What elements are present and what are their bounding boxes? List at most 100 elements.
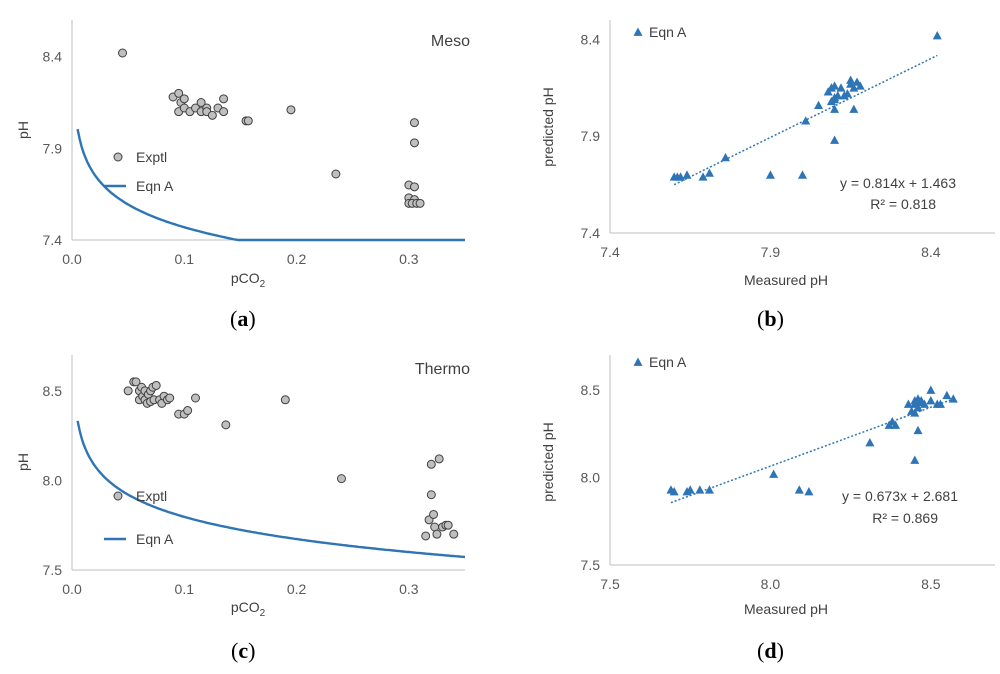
- panel-title: Thermo: [415, 361, 470, 378]
- y-axis-label: predicted pH: [540, 422, 556, 501]
- data-point: [830, 104, 840, 113]
- plot-a: 0.0 0.1 0.2 0.3 7.4 7.9 8.4 pCO2 pH Meso Exptl Eqn …: [15, 20, 470, 290]
- x-tick-label: 0.1: [175, 251, 195, 267]
- trend-equation: y = 0.673x + 2.681: [842, 488, 958, 504]
- data-point: [884, 420, 894, 429]
- data-point: [404, 198, 414, 208]
- data-point: [830, 94, 840, 104]
- data-point: [846, 75, 856, 84]
- data-point: [919, 399, 929, 408]
- data-point: [179, 94, 189, 104]
- data-point: [865, 438, 875, 447]
- data-point: [221, 420, 231, 430]
- data-point: [695, 485, 705, 494]
- x-tick-label: 0.2: [287, 581, 307, 597]
- data-point: [148, 382, 158, 392]
- data-point: [682, 487, 692, 496]
- data-point: [910, 455, 920, 464]
- data-point: [155, 395, 165, 405]
- data-point: [430, 522, 440, 532]
- data-point: [134, 386, 144, 396]
- data-point: [932, 399, 942, 408]
- data-point: [704, 168, 714, 177]
- caption-b: (b): [757, 306, 784, 331]
- x-tick-label: 0.3: [399, 251, 419, 267]
- data-point: [118, 48, 128, 58]
- data-point: [910, 399, 920, 408]
- data-point: [202, 103, 212, 113]
- x-tick-label: 7.4: [600, 244, 620, 260]
- data-point: [672, 172, 682, 181]
- data-point: [438, 522, 448, 532]
- data-point: [191, 393, 201, 403]
- data-point: [143, 389, 153, 399]
- data-point: [826, 96, 836, 106]
- data-point: [852, 77, 862, 86]
- data-point: [243, 116, 253, 126]
- x-tick-label: 8.5: [921, 576, 941, 592]
- data-point: [826, 83, 836, 92]
- data-point: [123, 386, 133, 396]
- data-point: [910, 408, 920, 417]
- data-point: [948, 394, 958, 403]
- data-point: [331, 169, 341, 179]
- data-point: [676, 172, 686, 181]
- y-tick-label: 8.4: [581, 31, 601, 47]
- data-point: [336, 474, 346, 484]
- y-tick-label: 7.9: [581, 128, 601, 144]
- data-point: [415, 198, 425, 208]
- data-point: [157, 398, 167, 408]
- x-tick-label: 7.9: [761, 244, 781, 260]
- legend-eqn-label: Eqn A: [649, 354, 687, 370]
- data-point: [443, 520, 453, 530]
- data-point: [903, 399, 913, 408]
- caption-b-letter: b: [764, 306, 777, 331]
- data-point: [286, 105, 296, 115]
- data-point: [891, 420, 901, 429]
- legend-exptl-label: Exptl: [136, 488, 167, 504]
- x-tick-label: 8.4: [921, 244, 941, 260]
- data-point: [794, 485, 804, 494]
- data-point: [134, 395, 144, 405]
- data-point: [849, 104, 859, 113]
- data-point: [129, 377, 139, 387]
- data-point: [407, 198, 417, 208]
- y-axis-label: pH: [15, 121, 31, 139]
- data-point: [434, 454, 444, 464]
- y-tick-label: 8.5: [43, 383, 63, 399]
- data-point: [280, 395, 290, 405]
- x-axis-label: Measured pH: [744, 601, 828, 617]
- legend-eqn-marker: [633, 27, 643, 36]
- data-point: [191, 103, 201, 113]
- data-point: [932, 30, 942, 40]
- data-point: [412, 198, 422, 208]
- data-point: [179, 409, 189, 419]
- data-point: [409, 195, 419, 205]
- data-point: [404, 193, 414, 203]
- x-tick-label: 0.0: [62, 581, 82, 597]
- y-axis-label: pH: [15, 453, 31, 471]
- data-point: [432, 529, 442, 539]
- data-point: [698, 172, 708, 181]
- data-point: [926, 396, 936, 405]
- data-point: [185, 107, 195, 117]
- data-point: [421, 531, 431, 541]
- data-point: [721, 152, 730, 162]
- legend-exptl-marker: [113, 152, 123, 162]
- caption-a-letter: a: [237, 306, 249, 331]
- data-point: [159, 391, 169, 401]
- trend-r2: R² = 0.818: [870, 196, 936, 212]
- eqn-a-curve: [76, 420, 466, 559]
- data-point: [441, 520, 451, 530]
- data-point: [404, 180, 414, 190]
- x-tick-label: 7.5: [600, 576, 620, 592]
- data-point: [138, 391, 148, 401]
- plot-d: 7.5 8.0 8.5 7.5 8.0 8.5 Measured pH predicted p…: [540, 354, 995, 617]
- x-axis-label: Measured pH: [744, 272, 828, 288]
- y-tick-label: 8.0: [581, 470, 601, 486]
- caption-a: (a): [230, 306, 256, 331]
- y-axis-label: predicted pH: [540, 87, 556, 166]
- data-point: [913, 394, 923, 403]
- data-point: [151, 380, 161, 390]
